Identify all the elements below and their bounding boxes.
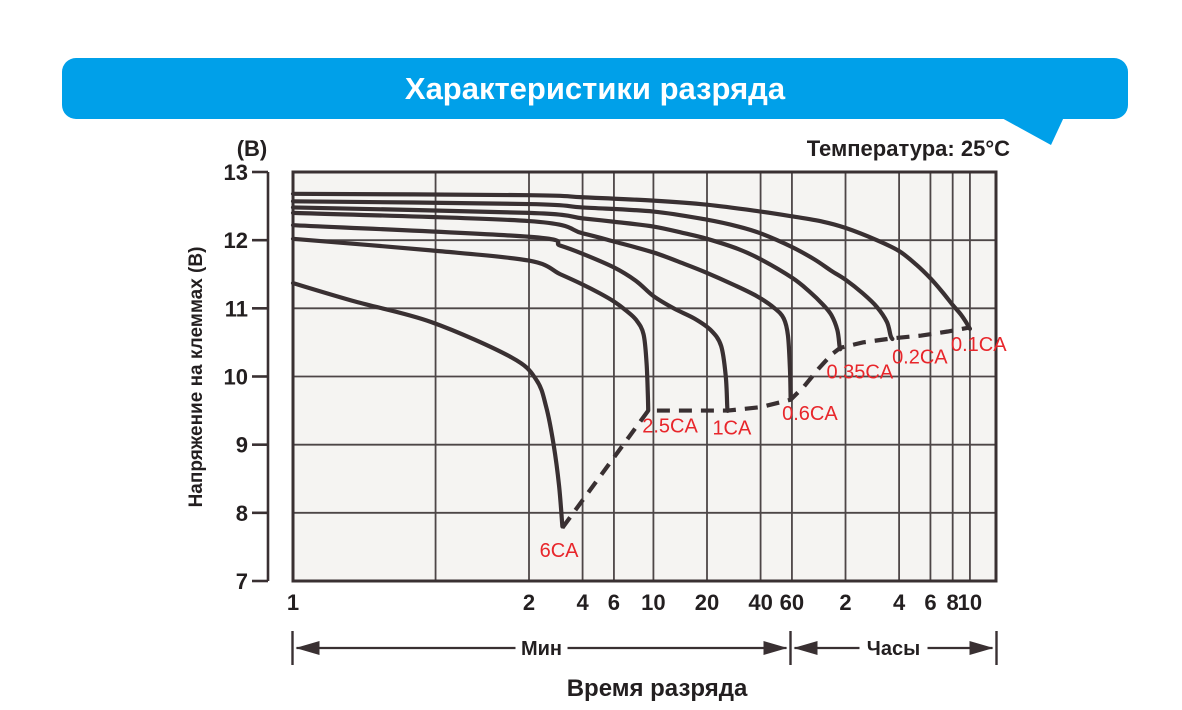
curve-2.5CA: [290, 236, 651, 413]
minutes-range-right-arrowhead: [763, 641, 788, 655]
series-label-2.5CA: 2.5CA: [642, 415, 698, 437]
y-tick-label: 10: [224, 365, 248, 390]
curve-1CA: [290, 223, 730, 413]
curve-0.1CA: [290, 191, 973, 331]
cutoff-locus-dashed-line: [560, 325, 971, 530]
y-tick-label: 9: [236, 433, 248, 458]
x-tick-label: 1: [287, 590, 299, 615]
x-tick-label: 6: [608, 590, 620, 615]
curve-6CA: [290, 281, 565, 529]
x-tick-label: 20: [695, 590, 719, 615]
y-tick-label: 13: [224, 160, 248, 185]
x-tick-label: 2: [839, 590, 851, 615]
minutes-range-left-arrowhead: [295, 641, 320, 655]
x-tick-label: 4: [576, 590, 589, 615]
title-banner: Характеристики разряда: [62, 58, 1128, 119]
x-tick-label: 10: [641, 590, 665, 615]
x-tick-label: 40: [748, 590, 772, 615]
curve-0.2CA: [290, 199, 895, 342]
hours-range-label: Часы: [867, 638, 920, 660]
y-tick-label: 7: [236, 569, 248, 594]
curve-0.35CA: [290, 205, 843, 352]
temperature-note: Температура: 25°C: [806, 136, 1010, 161]
banner-tail-shape: [1000, 117, 1064, 145]
minutes-range-label: Мин: [521, 638, 562, 660]
hours-range-left-arrowhead: [793, 641, 818, 655]
x-tick-label: 2: [523, 590, 535, 615]
page-title: Характеристики разряда: [404, 70, 786, 106]
x-tick-label: 8: [947, 590, 959, 615]
x-tick-label: 6: [924, 590, 936, 615]
curve-0.6CA: [290, 210, 793, 401]
plot-border: [291, 170, 998, 583]
series-label-0.1CA: 0.1CA: [951, 334, 1007, 356]
x-tick-label: 10: [958, 590, 982, 615]
series-label-1CA: 1CA: [712, 417, 752, 439]
y-tick-label: 11: [225, 296, 248, 321]
x-axis-label: Время разряда: [566, 675, 748, 702]
y-tick-label: 12: [224, 228, 248, 253]
hours-range-right-arrowhead: [969, 641, 994, 655]
y-axis-unit: (В): [236, 136, 268, 161]
series-label-0.35CA: 0.35CA: [827, 361, 894, 383]
x-tick-label: 4: [893, 590, 906, 615]
series-label-0.6CA: 0.6CA: [782, 403, 838, 425]
y-tick-label: 8: [236, 501, 248, 526]
series-label-0.2CA: 0.2CA: [892, 346, 948, 368]
x-tick-label: 60: [780, 590, 804, 615]
series-label-6CA: 6CA: [540, 540, 580, 562]
